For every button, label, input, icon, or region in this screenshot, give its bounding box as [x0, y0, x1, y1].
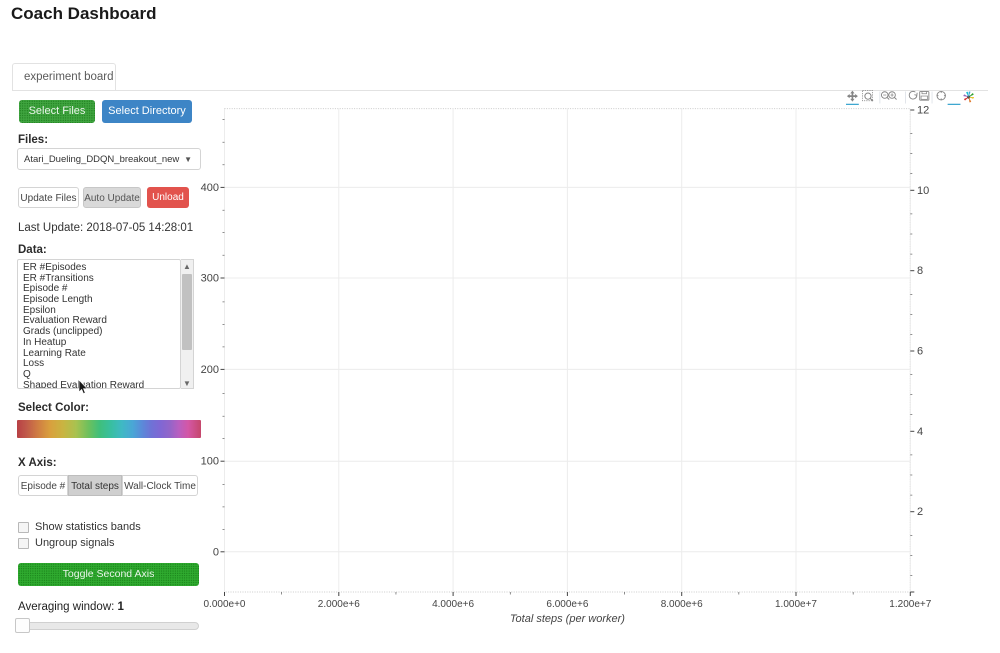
svg-text:10: 10: [917, 185, 929, 197]
svg-text:6: 6: [917, 346, 923, 358]
svg-text:6.000e+6: 6.000e+6: [546, 599, 588, 610]
svg-text:100: 100: [201, 456, 219, 468]
svg-text:12: 12: [917, 105, 929, 117]
svg-text:0: 0: [213, 546, 219, 558]
svg-text:8.000e+6: 8.000e+6: [661, 599, 703, 610]
svg-text:8: 8: [917, 265, 923, 277]
svg-text:0.000e+0: 0.000e+0: [204, 599, 246, 610]
svg-text:2: 2: [917, 506, 923, 518]
svg-text:1.000e+7: 1.000e+7: [775, 599, 817, 610]
svg-text:4.000e+6: 4.000e+6: [432, 599, 474, 610]
svg-text:Total steps (per worker): Total steps (per worker): [510, 613, 625, 625]
svg-text:1.200e+7: 1.200e+7: [889, 599, 931, 610]
svg-text:2.000e+6: 2.000e+6: [318, 599, 360, 610]
svg-text:4: 4: [917, 426, 923, 438]
svg-text:200: 200: [201, 364, 219, 376]
svg-text:300: 300: [201, 273, 219, 285]
svg-text:400: 400: [201, 182, 219, 194]
